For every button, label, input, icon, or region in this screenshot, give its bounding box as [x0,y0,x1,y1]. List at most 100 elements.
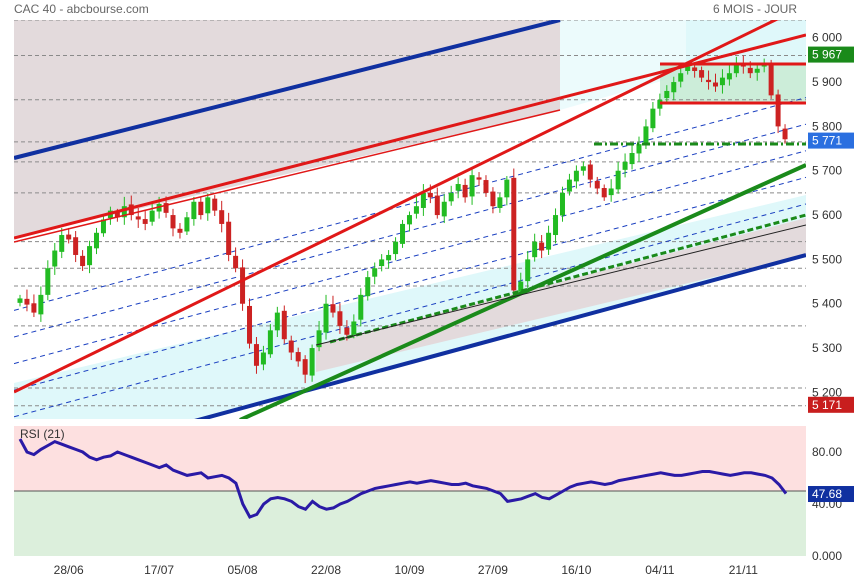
date-tick-label: 22/08 [311,563,341,577]
upper-blue-trendline [14,20,561,160]
candle [184,211,190,236]
candle [191,196,197,226]
candle [636,136,642,162]
candle [497,193,503,213]
date-tick-label: 21/11 [729,563,758,577]
last-price-tag: 5 771 [808,132,854,149]
candle [309,344,315,382]
price-tick-label: 5 200 [812,385,842,399]
candle [469,169,475,205]
candle [177,223,183,239]
candle [240,259,246,311]
candle [601,184,607,201]
candle [17,294,23,307]
candle [706,70,712,90]
svg-text:47.68: 47.68 [812,487,842,501]
candle [379,254,385,272]
candle [539,235,545,259]
candle [226,212,232,262]
candle [330,295,336,318]
candle [73,231,79,263]
candle [52,242,58,275]
candle [142,211,148,231]
candle [288,335,294,361]
candle [420,184,426,216]
candle [400,219,406,248]
channel-dashed-line [14,123,806,338]
lower-band [316,218,806,372]
candle [504,176,510,206]
candle [678,68,684,88]
candle [594,176,600,195]
date-tick-label: 10/09 [394,563,424,577]
candle [608,179,614,202]
candle [94,227,100,255]
wedge-line [315,224,806,346]
candle [365,270,371,301]
candle [198,197,204,220]
period-label: 6 MOIS - JOUR [712,2,797,16]
svg-text:5 967: 5 967 [812,48,842,62]
candle [629,145,635,170]
rsi-title: RSI (21) [20,427,65,441]
chart-title: CAC 40 - abcbourse.com [14,2,149,16]
candle [726,65,732,86]
date-tick-label: 28/06 [54,563,84,577]
date-tick-label: 04/11 [645,563,674,577]
price-tick-label: 5 700 [812,164,842,178]
candle [31,294,37,318]
candle [212,195,218,216]
candle [170,208,176,237]
upper-red-trendline-thin [14,109,561,243]
price-tick-label: 5 900 [812,75,842,89]
candle [699,66,705,83]
svg-text:5 171: 5 171 [812,398,842,412]
upper-right-box [686,20,806,64]
candle [587,160,593,188]
candle [302,355,308,384]
candle [434,187,440,219]
candle [754,62,760,81]
upper-band-2 [14,20,560,238]
candle [281,305,287,344]
price-tick-label: 5 600 [812,208,842,222]
resistance-price-tag: 5 967 [808,46,854,63]
candle [205,193,211,221]
rsi-line [18,438,788,519]
candle [253,336,259,374]
channel-dashed-line [14,203,806,418]
candle [671,76,677,101]
date-tick-label: 17/07 [144,563,174,577]
candle [59,227,65,259]
candle [546,225,552,255]
candle [490,187,496,214]
candle [448,185,454,206]
candle [733,56,739,78]
candle [38,286,44,322]
candle [462,178,468,203]
candle [80,250,86,271]
price-tick-label: 5 300 [812,341,842,355]
channel-dashed-line [14,176,806,391]
date-tick-label: 05/08 [228,563,258,577]
candle [393,237,399,261]
candle [483,175,489,197]
green-support-trendline [239,163,806,419]
svg-text:5 771: 5 771 [812,134,842,148]
candle [615,161,621,194]
price-tick-label: 6 000 [812,31,842,45]
candle [358,288,364,327]
candle [149,203,155,226]
candle [406,211,412,232]
candle [650,102,656,133]
steep-red-trendline [14,20,779,394]
rsi-overbought-zone [14,426,806,491]
candle [372,262,378,285]
candle [573,165,579,189]
candle [768,59,774,99]
candle [267,324,273,358]
candle [553,208,559,244]
green-lower-trendline [329,213,806,344]
candle [692,63,698,78]
